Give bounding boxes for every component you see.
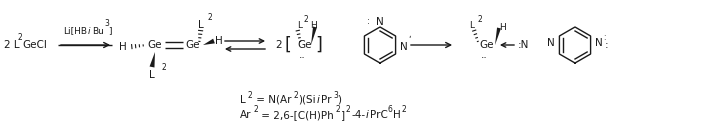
Text: 3: 3 (333, 90, 338, 100)
Text: L: L (240, 95, 246, 105)
Text: ··: ·· (299, 53, 305, 63)
Text: Ar: Ar (240, 110, 251, 120)
Text: H: H (499, 23, 506, 31)
Text: i: i (366, 110, 369, 120)
Text: 3: 3 (104, 20, 109, 29)
Text: Pr: Pr (321, 95, 331, 105)
Text: L: L (297, 21, 302, 29)
Text: PrC: PrC (370, 110, 388, 120)
Text: H: H (119, 42, 127, 52)
Text: N: N (595, 38, 603, 48)
Text: ʹ: ʹ (408, 36, 411, 46)
Text: L: L (469, 21, 474, 29)
Polygon shape (203, 39, 215, 45)
Text: :: : (605, 40, 609, 50)
Text: L: L (149, 70, 155, 80)
Polygon shape (495, 28, 501, 45)
Text: -4-: -4- (351, 110, 365, 120)
Text: :: : (603, 33, 605, 42)
Text: N: N (400, 42, 408, 52)
Text: :N: :N (518, 40, 530, 50)
Text: GeCl: GeCl (22, 40, 47, 50)
Polygon shape (311, 27, 317, 45)
Text: )(Si: )(Si (298, 95, 316, 105)
Text: 2: 2 (346, 105, 350, 114)
Text: 2: 2 (336, 105, 341, 114)
Text: 2 L: 2 L (4, 40, 20, 50)
Text: Li[HB: Li[HB (63, 27, 87, 36)
Text: ]: ] (108, 27, 111, 36)
Text: Ge: Ge (148, 40, 162, 50)
Text: [: [ (285, 36, 292, 54)
Text: = N(Ar: = N(Ar (253, 95, 292, 105)
Text: 2: 2 (162, 62, 167, 72)
Text: H: H (215, 36, 223, 46)
Text: 2: 2 (478, 14, 483, 23)
Text: ]: ] (341, 110, 345, 120)
Text: 2: 2 (293, 90, 298, 100)
Text: Bu: Bu (92, 27, 104, 36)
Text: i: i (88, 27, 91, 36)
Text: Ge: Ge (480, 40, 494, 50)
Text: N: N (547, 38, 555, 48)
Text: :: : (367, 18, 370, 27)
Text: H: H (310, 21, 316, 29)
Polygon shape (149, 52, 155, 68)
Text: N: N (376, 17, 384, 27)
Text: 2: 2 (207, 14, 212, 23)
Text: ··: ·· (481, 53, 487, 63)
Text: 6: 6 (388, 105, 393, 114)
Text: 2: 2 (275, 40, 282, 50)
Text: ): ) (337, 95, 341, 105)
Text: Ge: Ge (298, 40, 312, 50)
Text: H: H (393, 110, 401, 120)
Text: i: i (317, 95, 320, 105)
Text: = 2,6-[C(H)Ph: = 2,6-[C(H)Ph (258, 110, 333, 120)
Text: ]: ] (315, 36, 322, 54)
Text: 2: 2 (18, 34, 23, 42)
Text: 2: 2 (401, 105, 406, 114)
Text: Ge: Ge (185, 40, 200, 50)
Text: 2: 2 (253, 105, 258, 114)
Text: L: L (198, 20, 204, 30)
Text: 2: 2 (248, 90, 253, 100)
Text: 2: 2 (304, 14, 309, 23)
